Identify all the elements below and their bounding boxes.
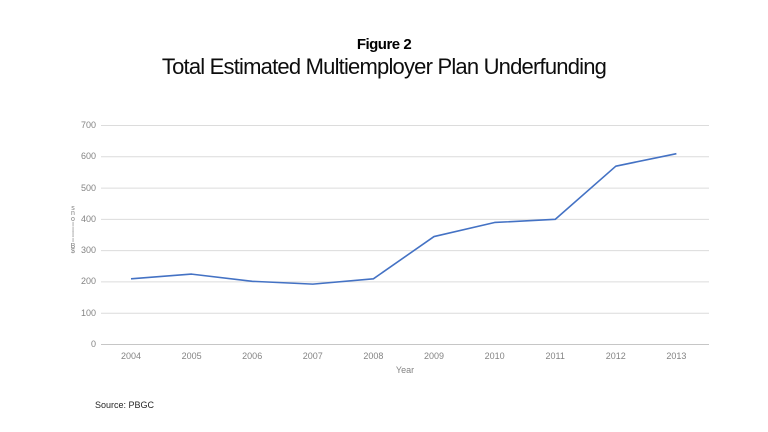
- y-tick-label: 0: [90, 339, 96, 349]
- x-tick-label: 2011: [545, 351, 565, 361]
- x-tick-label: 2005: [181, 351, 202, 361]
- line-chart-plot: [101, 125, 709, 345]
- x-tick-label: 2007: [302, 351, 323, 361]
- x-tick-label: 2010: [484, 351, 505, 361]
- x-tick-label: 2013: [666, 351, 687, 361]
- y-tick-label: 500: [80, 182, 96, 193]
- underfunding-series-line: [130, 152, 677, 285]
- y-axis-title: s n o i l l i B $: [70, 205, 76, 256]
- source-note: Source: PBGC: [95, 400, 155, 410]
- chart-title: Total Estimated Multiemployer Plan Under…: [161, 54, 607, 79]
- y-tick-label: 600: [80, 151, 96, 162]
- y-tick-label: 700: [80, 120, 96, 130]
- figure-label: Figure 2: [356, 36, 412, 53]
- y-tick-label: 400: [80, 213, 96, 224]
- x-tick-label: 2006: [242, 351, 263, 361]
- y-tick-label: 200: [80, 276, 96, 287]
- y-tick-label: 100: [80, 307, 96, 318]
- x-tick-label: 2009: [423, 351, 445, 361]
- chart-header: Figure 2 Total Estimated Multiemployer P…: [0, 36, 768, 80]
- x-tick-label: 2008: [363, 351, 384, 361]
- x-tick-label: 2004: [120, 351, 142, 361]
- y-tick-label: 300: [80, 245, 96, 256]
- x-axis-title: Year: [395, 365, 415, 375]
- x-tick-label: 2012: [605, 351, 626, 361]
